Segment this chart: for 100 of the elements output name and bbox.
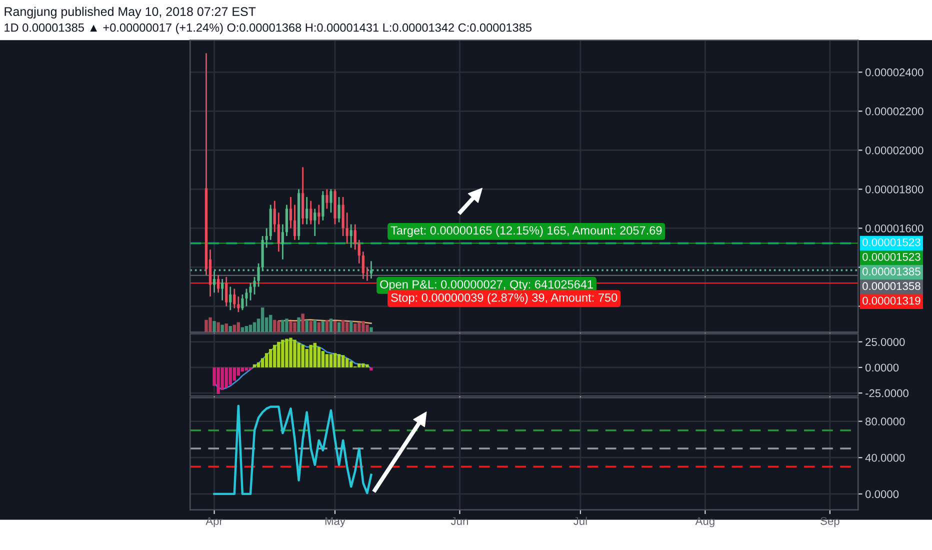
candlestick xyxy=(318,204,320,226)
bar xyxy=(293,340,296,368)
bar xyxy=(285,338,288,368)
candlestick xyxy=(346,212,348,245)
candlestick xyxy=(245,288,248,307)
bar xyxy=(220,367,224,390)
bar xyxy=(366,324,369,332)
bar xyxy=(224,367,228,388)
bar xyxy=(305,349,308,368)
bar xyxy=(240,367,244,372)
y-tick-label: 40.0000 xyxy=(865,454,905,462)
candlestick xyxy=(273,200,276,233)
bar xyxy=(333,321,337,332)
bar xyxy=(240,327,244,332)
candlestick xyxy=(322,190,324,222)
bar xyxy=(301,314,304,332)
bar xyxy=(244,367,248,371)
bar xyxy=(301,344,304,368)
candlestick xyxy=(326,188,328,210)
bar xyxy=(309,344,312,368)
ref-line-label: 0.00001319 xyxy=(862,296,920,305)
bar xyxy=(297,342,300,368)
bar xyxy=(329,354,333,368)
bar xyxy=(228,326,232,332)
candlestick xyxy=(354,224,356,250)
bar xyxy=(285,318,288,332)
ref-line-label: 0.00001523 xyxy=(862,238,920,246)
candlestick xyxy=(277,212,280,252)
bar xyxy=(252,364,256,368)
chart-title: Rangjung published May 10, 2018 07:27 EST xyxy=(4,6,256,18)
bar xyxy=(281,340,284,368)
bar xyxy=(317,322,320,332)
line-series xyxy=(213,404,372,496)
y-tick-label: 0.00002400 xyxy=(865,68,924,76)
candlestick xyxy=(330,188,332,214)
bar xyxy=(277,342,280,368)
candlestick xyxy=(265,228,268,248)
bar xyxy=(228,367,232,385)
candlestick xyxy=(306,196,308,226)
bar xyxy=(277,321,280,332)
bar xyxy=(264,353,268,368)
bar xyxy=(337,322,341,332)
candlestick xyxy=(229,286,232,311)
y-tick-label: 0.0000 xyxy=(865,490,899,498)
bar xyxy=(281,320,284,332)
annotation: Target: 0.00000165 (12.15%) 165, Amount: 2057.69 xyxy=(390,226,662,237)
bar xyxy=(325,354,329,368)
bar xyxy=(297,317,300,332)
candlestick xyxy=(285,204,288,237)
bar xyxy=(362,321,365,332)
candlestick xyxy=(281,224,284,260)
bar xyxy=(345,322,349,332)
chart-subtitle: 1D 0.00001385 ▲ +0.00000017 (+1.24%) O:0.00001368 H:0.00001431 L:0.00001342 C:0.00001385 xyxy=(4,23,532,34)
bar xyxy=(293,322,296,332)
bar xyxy=(236,322,240,332)
candlestick xyxy=(221,278,224,302)
bar xyxy=(268,314,272,332)
bar xyxy=(341,355,345,368)
candlestick xyxy=(314,208,316,237)
bar xyxy=(232,367,236,381)
bar xyxy=(204,320,208,332)
candlestick xyxy=(233,288,236,309)
y-tick-label: 0.00001600 xyxy=(865,224,924,232)
candlestick xyxy=(342,196,344,237)
bar xyxy=(309,321,312,332)
bar xyxy=(208,317,212,332)
bar xyxy=(224,324,228,332)
bar xyxy=(305,320,308,332)
bar xyxy=(370,367,373,371)
bar xyxy=(321,321,325,332)
bar xyxy=(354,324,357,332)
bar xyxy=(358,322,361,332)
candlestick xyxy=(366,266,368,282)
bar xyxy=(358,363,361,368)
x-tick-label: Aug xyxy=(695,517,714,528)
bar xyxy=(289,338,292,368)
candlestick xyxy=(338,196,340,224)
ref-line-label: 0.00001358 xyxy=(862,282,920,290)
bar xyxy=(345,358,349,368)
bar xyxy=(349,321,353,332)
y-tick-label: 0.0000 xyxy=(865,364,899,372)
bar xyxy=(329,318,333,332)
bar xyxy=(220,324,224,332)
bar xyxy=(313,320,316,332)
candlestick xyxy=(225,276,228,307)
y-tick-label: 0.00002200 xyxy=(865,107,924,116)
x-tick-label: Apr xyxy=(206,517,223,528)
candlestick xyxy=(289,196,292,229)
bar xyxy=(341,320,345,332)
ref-line-label: 0.00001385 xyxy=(862,268,920,276)
bar xyxy=(317,346,320,368)
candlestick xyxy=(257,262,260,288)
bar xyxy=(370,327,373,332)
candlestick xyxy=(362,250,364,280)
bar xyxy=(273,320,276,332)
candlestick xyxy=(249,282,252,302)
y-tick-label: 25.0000 xyxy=(866,338,905,346)
annotation: Stop: 0.00000039 (2.87%) 39, Amount: 750 xyxy=(391,293,618,304)
bar xyxy=(366,364,369,368)
bar xyxy=(244,326,248,332)
